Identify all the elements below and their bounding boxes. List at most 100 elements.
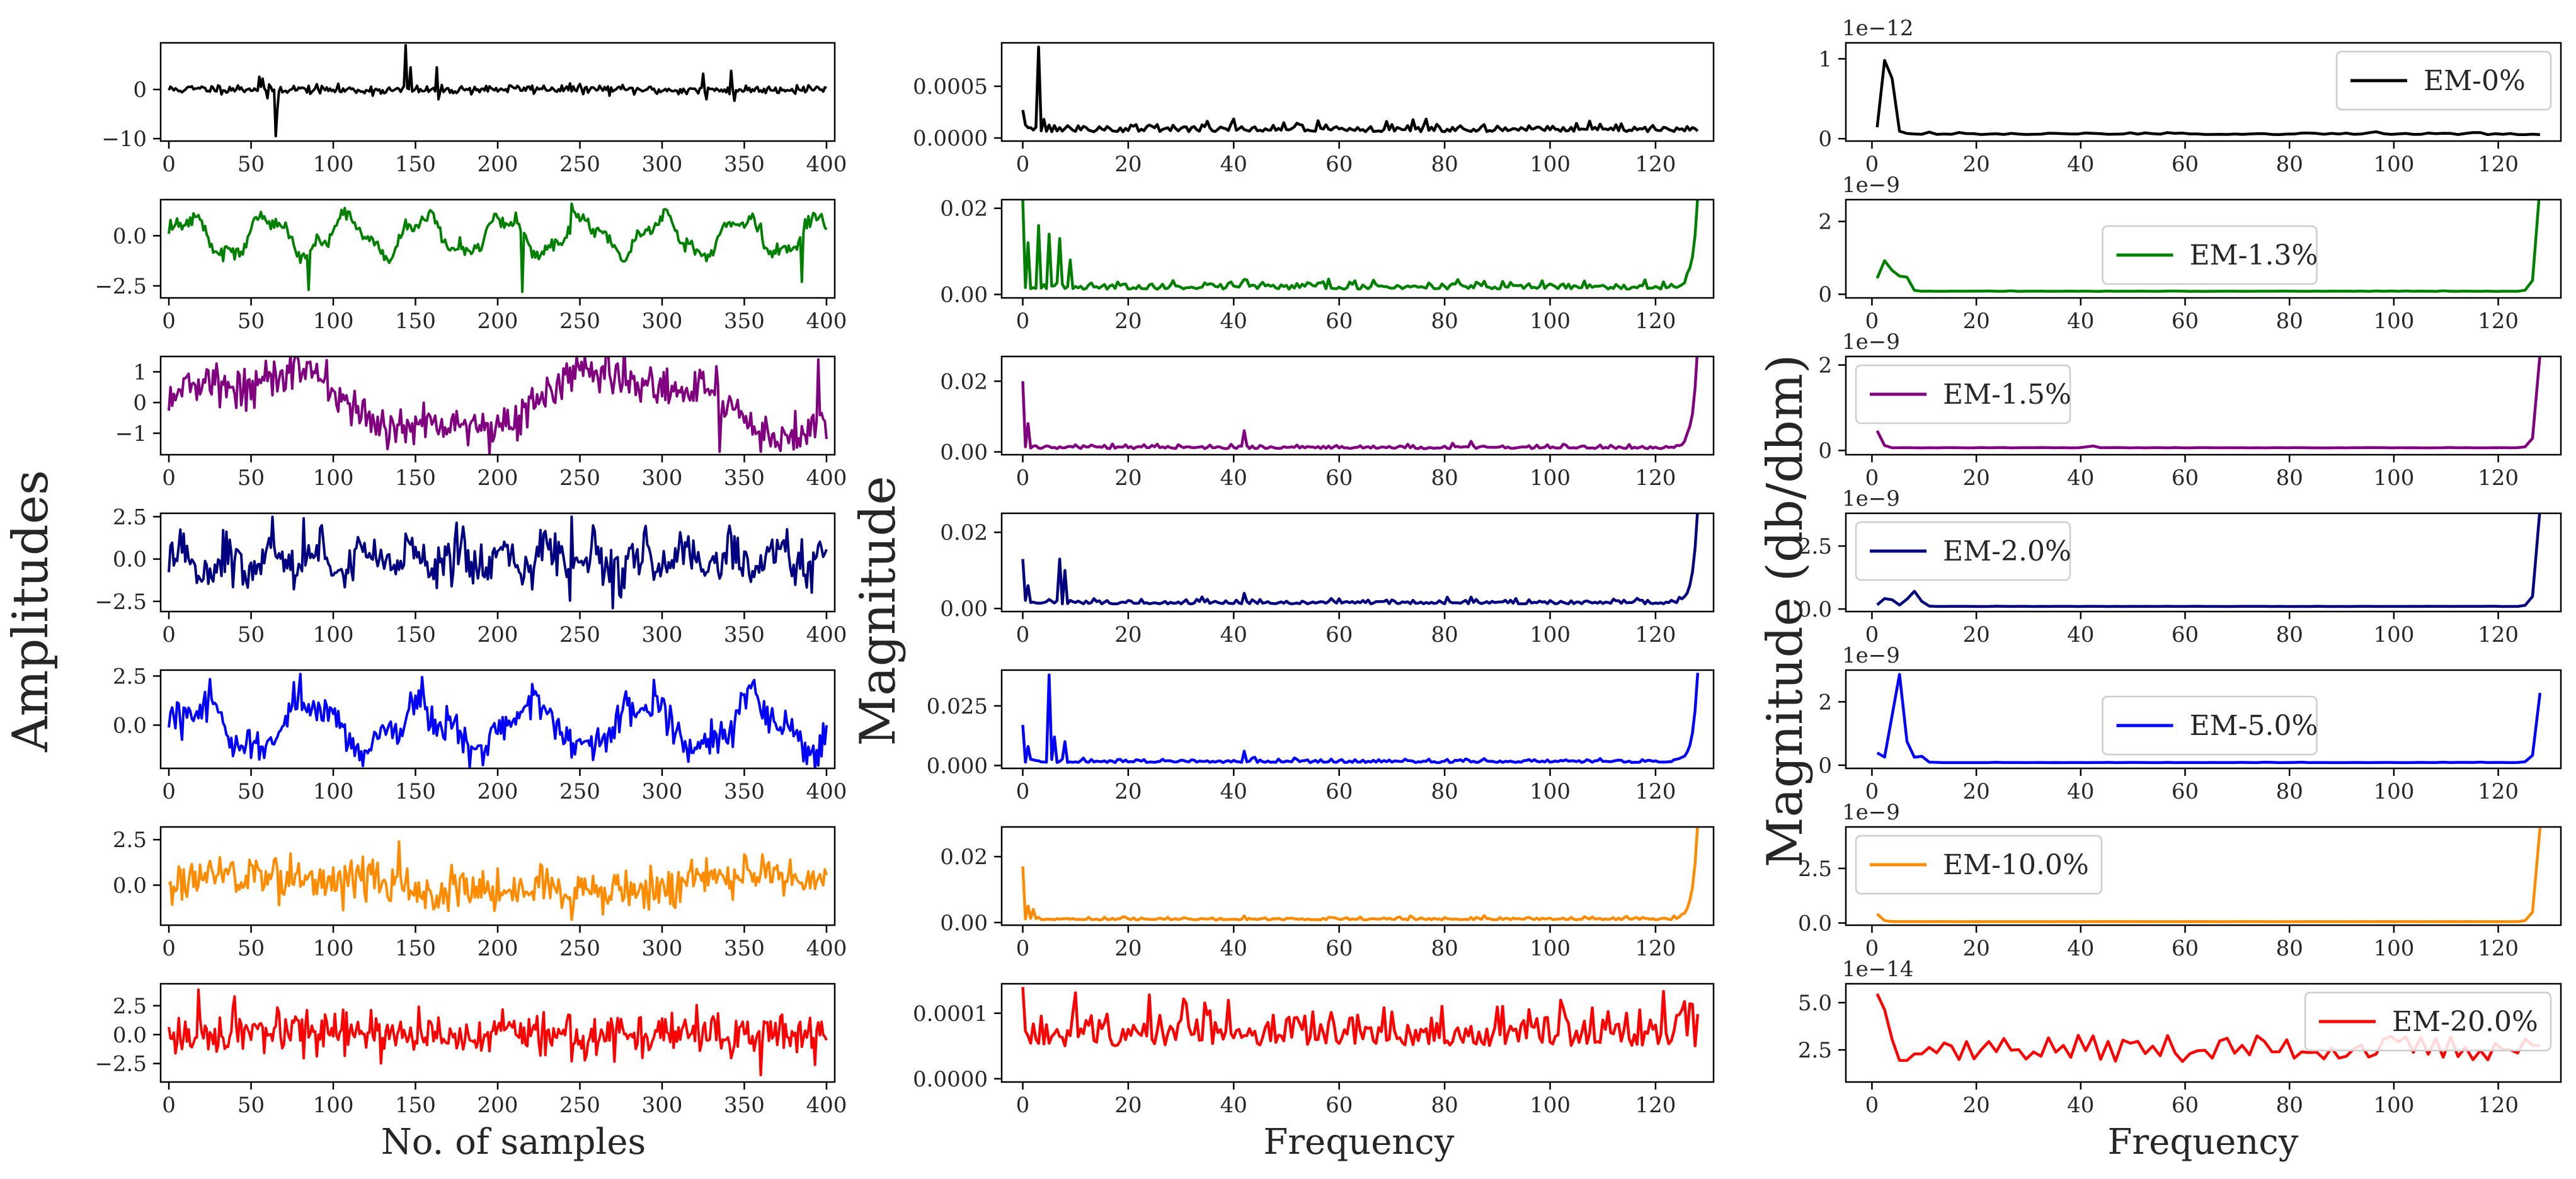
x-tick-label: 0 <box>162 936 176 961</box>
x-tick-label: 60 <box>1325 152 1353 177</box>
x-tick-label: 0 <box>162 779 176 804</box>
legend-box <box>2335 50 2552 111</box>
axes-frame <box>1000 198 1715 299</box>
x-tick-label: 120 <box>2478 779 2519 804</box>
x-tick-label: 120 <box>2478 309 2519 334</box>
panel-time-1: 0 50 100 150 200 250 300 350 400 0 −10 <box>101 42 847 177</box>
x-tick-label: 40 <box>1220 1093 1247 1118</box>
legend: EM-1.3% <box>2102 225 2318 285</box>
y-tick-label: 0 <box>133 77 147 103</box>
series-line <box>1875 59 2541 137</box>
series-line <box>1021 673 1700 765</box>
offset-label: 1e−9 <box>1842 800 1900 825</box>
x-tick-label: 50 <box>238 152 265 177</box>
x-tick-label: 50 <box>238 1093 265 1118</box>
x-tick-label: 20 <box>1962 152 1989 177</box>
y-tick-label: 0.0 <box>113 224 147 249</box>
y-tick-label: −10 <box>101 127 147 152</box>
x-tick-label: 120 <box>2478 465 2519 491</box>
x-tick-label: 50 <box>238 622 265 647</box>
y-tick-label: 0.0 <box>113 873 147 898</box>
x-tick-label: 40 <box>2067 622 2094 647</box>
x-tick-label: 40 <box>2067 1093 2094 1118</box>
y-tick-label: 2 <box>1818 353 1832 379</box>
x-tick-label: 120 <box>1635 936 1676 961</box>
x-tick-label: 50 <box>238 779 265 804</box>
x-tick-label: 40 <box>2067 936 2094 961</box>
legend-label: EM-1.5% <box>1943 379 2071 411</box>
series-line <box>1021 513 1699 606</box>
x-tick-label: 100 <box>1530 779 1571 804</box>
legend-box <box>1855 834 2103 895</box>
y-tick-label: 0 <box>1818 753 1832 778</box>
y-tick-label: 0.0005 <box>913 74 988 100</box>
legend-label: EM-1.3% <box>2190 239 2318 271</box>
x-tick-label: 100 <box>2373 152 2414 177</box>
x-tick-label: 80 <box>1431 152 1458 177</box>
axes-frame <box>1000 982 1715 1083</box>
y-tick-label: 0.00 <box>940 911 988 936</box>
legend: EM-20.0% <box>2304 991 2552 1052</box>
panel-time-3: 0 50 100 150 200 250 300 350 400 1 0 −1 <box>115 355 847 491</box>
x-tick-label: 80 <box>1431 1093 1458 1118</box>
panel-power-2: 0 20 40 60 80 100 120 0 2 1e−9 EM-1.3% <box>1818 173 2562 334</box>
x-tick-label: 40 <box>1220 779 1247 804</box>
y-tick-label: 0.0 <box>113 713 147 738</box>
x-tick-label: 100 <box>1530 465 1571 491</box>
x-tick-label: 100 <box>2373 309 2414 334</box>
x-tick-label: 150 <box>395 152 436 177</box>
x-tick-label: 0 <box>1016 779 1030 804</box>
x-tick-label: 0 <box>1865 1093 1879 1118</box>
x-tick-label: 300 <box>642 779 683 804</box>
series-line <box>1876 513 2541 608</box>
x-tick-label: 60 <box>2172 1093 2199 1118</box>
x-tick-label: 60 <box>2172 936 2199 961</box>
x-tick-label: 60 <box>1325 1093 1353 1118</box>
x-tick-label: 400 <box>806 465 847 491</box>
x-tick-label: 40 <box>2067 779 2094 804</box>
legend: EM-5.0% <box>2102 695 2318 756</box>
axes-frame <box>1845 982 2562 1083</box>
x-tick-label: 300 <box>642 622 683 647</box>
axes-frame <box>1845 669 2562 770</box>
x-tick-label: 20 <box>1114 465 1142 491</box>
x-tick-label: 0 <box>1016 936 1030 961</box>
y-tick-label: 0.0 <box>1798 911 1832 937</box>
x-tick-label: 250 <box>559 465 600 491</box>
series-line <box>168 515 828 610</box>
x-tick-label: 0 <box>162 465 176 491</box>
x-tick-label: 40 <box>2067 465 2094 491</box>
x-tick-label: 120 <box>1635 152 1676 177</box>
x-tick-label: 60 <box>1325 622 1353 647</box>
panel-time-4: 0 50 100 150 200 250 300 350 400 2.5 0.0 −2.5 <box>94 504 847 647</box>
x-tick-label: 200 <box>478 152 518 177</box>
x-tick-label: 400 <box>806 936 847 961</box>
xlabel-power-frequency: Frequency <box>2108 1122 2299 1163</box>
y-tick-label: −2.5 <box>94 274 147 299</box>
x-tick-label: 350 <box>724 152 765 177</box>
panel-time-6: 0 50 100 150 200 250 300 350 400 2.5 0.0 <box>113 826 847 961</box>
x-tick-label: 150 <box>395 779 436 804</box>
x-tick-label: 80 <box>2276 465 2303 491</box>
x-tick-label: 80 <box>2276 779 2303 804</box>
x-tick-label: 250 <box>559 152 600 177</box>
ylabel-amplitudes: Amplitudes <box>3 470 59 753</box>
x-tick-label: 100 <box>2373 779 2414 804</box>
x-tick-label: 0 <box>1016 1093 1030 1118</box>
y-tick-label: 2.5 <box>1798 1038 1832 1063</box>
legend-box <box>2304 991 2552 1052</box>
x-tick-label: 300 <box>642 936 683 961</box>
x-tick-label: 100 <box>313 152 354 177</box>
x-tick-label: 120 <box>1635 1093 1676 1118</box>
x-tick-label: 350 <box>724 309 765 334</box>
x-tick-label: 80 <box>1431 936 1458 961</box>
y-tick-label: 0.02 <box>940 845 988 870</box>
x-tick-label: 100 <box>2373 936 2414 961</box>
y-tick-label: 2 <box>1818 690 1832 715</box>
series-line <box>1875 200 2541 293</box>
y-tick-label: 0 <box>1818 127 1832 152</box>
ylabel-power-magnitude: Magnitude (db/dbm) <box>1757 355 1814 868</box>
series-line <box>168 988 828 1076</box>
x-tick-label: 200 <box>478 1093 518 1118</box>
